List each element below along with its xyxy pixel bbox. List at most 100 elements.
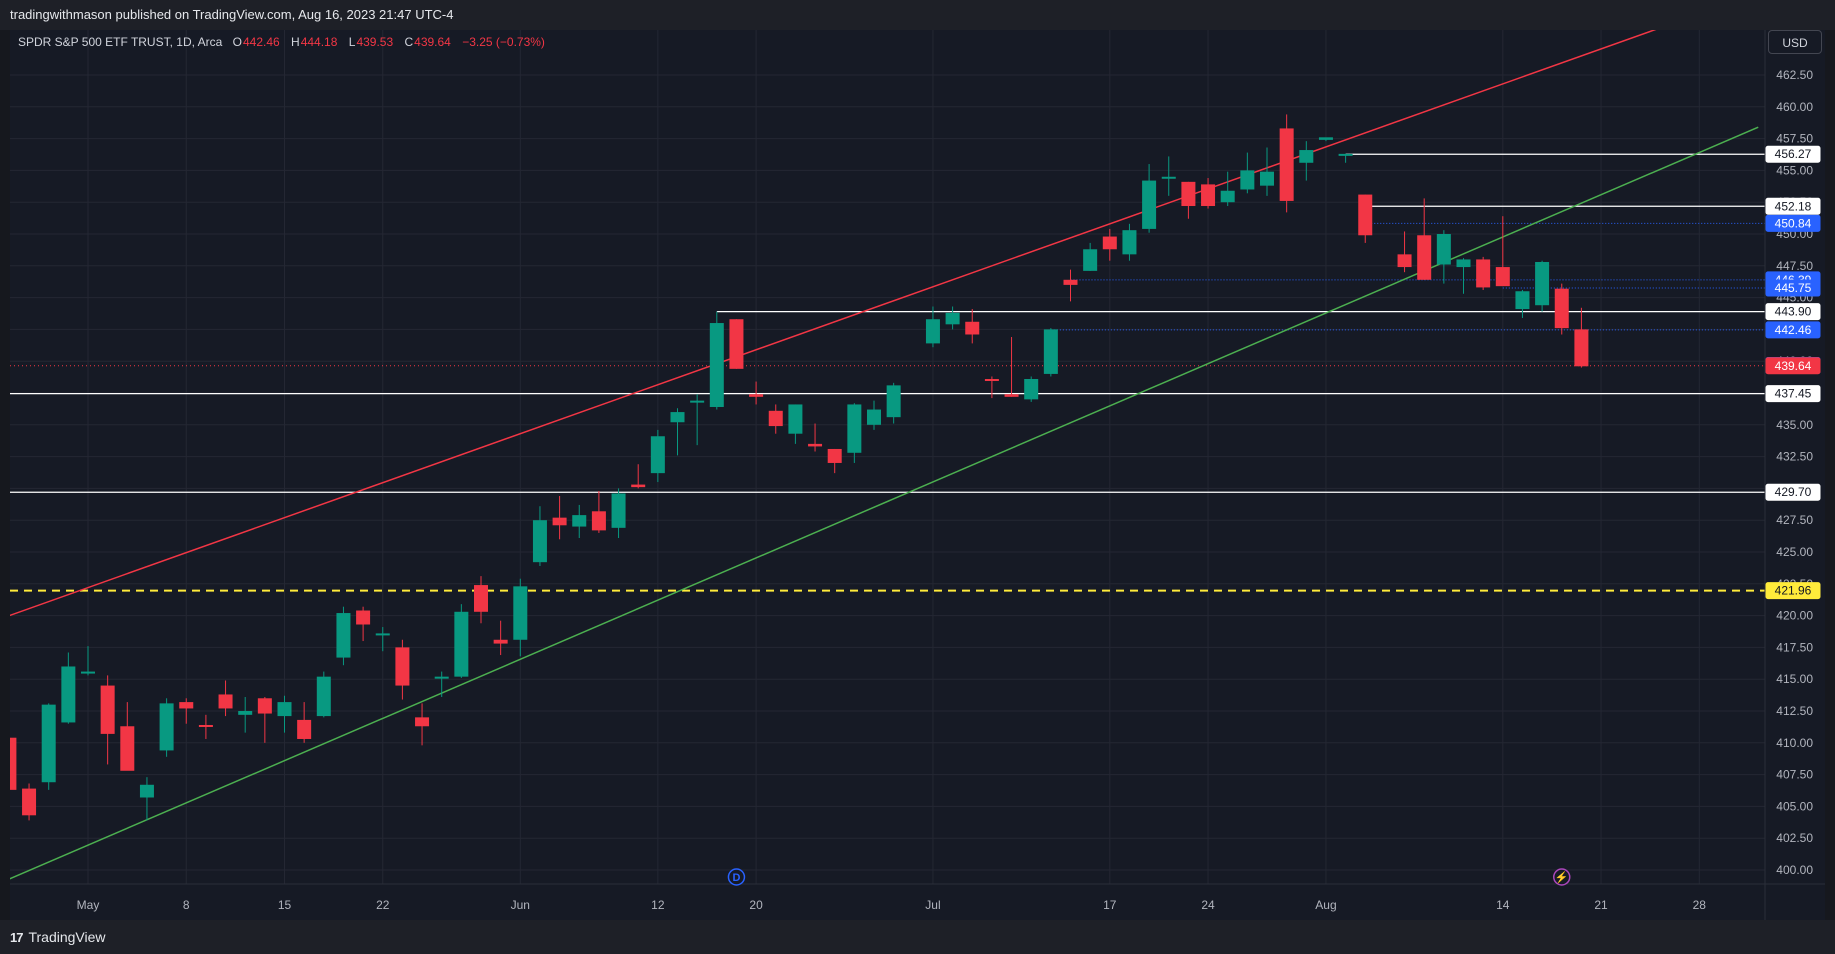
candle [1358,194,1373,243]
candle [1417,198,1432,280]
candle-body [336,613,351,658]
candle-body [945,312,960,325]
candle-body [159,703,174,751]
open-label: O [232,35,242,49]
candle-body [965,321,980,335]
tradingview-brand[interactable]: 17 TradingView [10,929,106,945]
candle-body [572,515,587,527]
level-price-tag: 443.90 [1765,303,1821,321]
candle-body [591,511,606,531]
price-tag-text: 439.64 [1775,359,1812,373]
price-tick-label: 402.50 [1776,831,1813,845]
price-tick-label: 457.50 [1776,132,1813,146]
candle [1338,153,1353,163]
symbol-name[interactable]: SPDR S&P 500 ETF TRUST, 1D, Arca [18,35,223,49]
candle-body [1063,279,1078,285]
candle-body [1043,329,1058,374]
candle-body [768,410,783,427]
candle [395,639,410,700]
level-price-tag: 452.18 [1765,197,1821,215]
candle [1535,260,1550,312]
candle-body [277,702,292,717]
lower-channel-line [10,126,1759,880]
price-axis: 400.00 402.50 405.00 407.50 410.00 412.50 415.… [1764,30,1821,920]
event-marker-circle [727,868,746,886]
candle-body [1495,267,1510,287]
candle [100,675,115,765]
candle-body [1220,190,1235,203]
date-tick-label: Aug [1315,898,1336,912]
candle-body [415,717,430,727]
candle [198,714,213,739]
candle-body [1240,170,1255,190]
date-tick-label: 22 [376,898,390,912]
alert-price-tag: 445.75 [1765,279,1821,297]
candle-body [1397,254,1412,268]
level-price-tag: 429.70 [1765,483,1821,501]
price-tag-box [1765,197,1821,215]
candle [1142,164,1157,233]
candle [1318,137,1333,142]
candle-body [925,319,940,344]
candle-body [139,784,154,798]
candle [257,697,272,743]
candle [650,429,665,483]
candle [1260,147,1274,196]
candle [768,404,783,434]
earnings-icon: ⚡ [1553,868,1571,886]
candle [1495,216,1510,287]
candle-body [827,448,842,463]
candle-body [316,676,331,717]
price-tick-label: 462.50 [1776,68,1813,82]
candle [690,394,705,446]
chart-panel[interactable] [10,30,1825,920]
ohlc-legend: SPDR S&P 500 ETF TRUST, 1D, Arca O442.46… [18,35,546,49]
candle [139,777,154,821]
currency-button[interactable]: USD [1768,30,1822,54]
price-tick-label: 455.00 [1776,163,1813,177]
publisher-caption: tradingwithmason published on TradingVie… [10,7,454,22]
candle-body [375,633,390,636]
candle [1515,289,1530,318]
candle [10,737,17,790]
candle [415,703,430,746]
candle-body [650,436,665,474]
candle-body [81,671,95,674]
candle-body [1083,249,1098,271]
trendlines [10,30,1759,880]
candle [1476,256,1491,290]
candle [1456,258,1471,294]
candle-body [552,517,567,526]
alert-price-tag: 450.84 [1765,214,1821,232]
candle [1004,337,1019,397]
candle [159,698,174,757]
candle-body [356,610,371,625]
tradingview-logo-icon: 17 [10,929,24,945]
candle [277,695,292,733]
event-marker-circle [1553,868,1571,886]
candle [61,652,76,724]
candle-body [611,493,626,528]
candle [493,620,508,656]
price-tag-text: 437.45 [1775,387,1812,401]
date-tick-label: 21 [1594,898,1608,912]
candle-body [1476,259,1491,288]
price-tag-box [1765,357,1821,375]
candle [1063,269,1078,302]
date-tick-label: 28 [1693,898,1707,912]
candle-body [1535,261,1550,306]
date-tick-label: 24 [1201,898,1215,912]
price-tick-label: 447.50 [1776,259,1813,273]
candle [316,671,331,718]
candle [356,606,371,642]
candle [1397,231,1412,273]
low-label: L [348,35,356,49]
candle-body [41,704,56,783]
candle-body [1515,291,1530,310]
candle [1299,141,1314,181]
candle [434,671,449,698]
candles [10,114,1589,821]
price-tag-box [1765,385,1821,403]
candle [375,627,390,652]
